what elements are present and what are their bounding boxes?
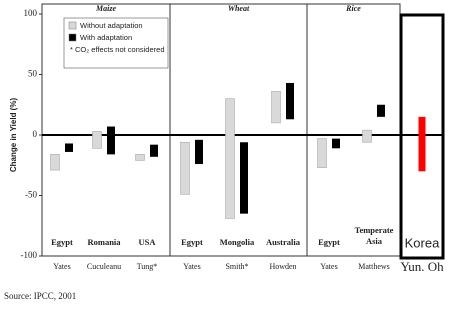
group-label: Wheat — [228, 4, 250, 13]
bar — [65, 143, 73, 152]
bar — [180, 141, 190, 195]
bar — [418, 116, 426, 172]
source-label: Smith* — [225, 262, 248, 271]
bar — [240, 142, 248, 214]
bar — [150, 144, 158, 157]
legend-label: With adaptation — [80, 33, 132, 42]
bar — [362, 129, 372, 143]
legend-note: * CO₂ effects not considered — [70, 45, 165, 54]
category-label: Temperate Asia — [355, 225, 394, 246]
group-label: Rice — [345, 4, 361, 13]
source-label: Yates — [320, 262, 337, 271]
legend-swatch — [68, 21, 77, 30]
category-label: Mongolia — [220, 237, 255, 247]
legend-label: Without adaptation — [80, 21, 143, 30]
source-label: Yates — [183, 262, 200, 271]
source-label: Cuculeanu — [87, 262, 121, 271]
bar — [271, 91, 281, 124]
y-tick-label: 0 — [33, 129, 38, 139]
bar — [377, 104, 385, 117]
category-label: Egypt — [318, 237, 340, 247]
category-label: USA — [138, 237, 156, 247]
y-axis-label: Change in Yield (%) — [9, 98, 18, 173]
bar — [286, 82, 294, 120]
legend-box — [63, 17, 169, 69]
bar — [107, 126, 115, 155]
source-label: Howden — [269, 262, 296, 271]
y-tick-label: -100 — [21, 250, 38, 260]
y-tick-label: 50 — [28, 69, 38, 79]
category-label: Romania — [87, 237, 121, 247]
source-label: Tung* — [137, 262, 158, 271]
y-tick-label: 100 — [24, 8, 38, 18]
group-label: Maize — [95, 4, 116, 13]
y-tick-label: -50 — [25, 190, 37, 200]
bar — [92, 131, 102, 149]
source-label: Matthews — [358, 262, 390, 271]
source-label: Yun. Oh — [400, 259, 444, 274]
category-label: Korea — [405, 235, 440, 250]
bar — [332, 138, 340, 149]
source-label: Yates — [53, 262, 70, 271]
bar — [317, 138, 327, 168]
source-note: Source: IPCC, 2001 — [4, 291, 76, 301]
category-label: Egypt — [51, 237, 73, 247]
category-label: Egypt — [181, 237, 203, 247]
legend-swatch — [68, 33, 77, 42]
bar — [135, 154, 145, 161]
category-label: Australia — [266, 237, 301, 247]
bar — [50, 154, 60, 171]
highlight-box — [399, 13, 445, 260]
bar — [195, 139, 203, 165]
bar — [225, 98, 235, 219]
